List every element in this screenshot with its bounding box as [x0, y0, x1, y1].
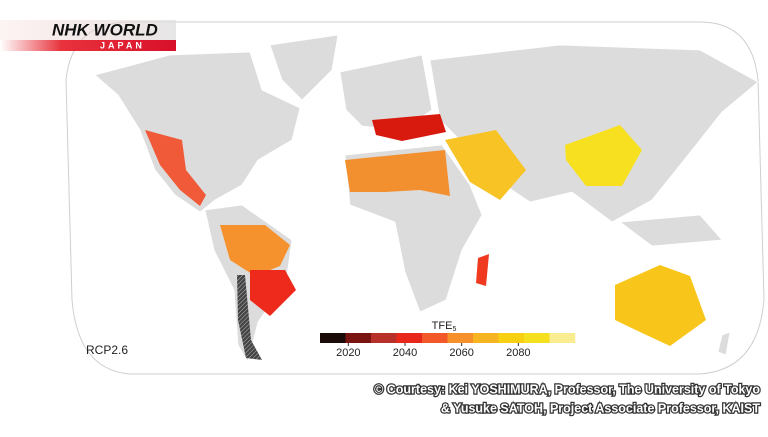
region-la-plata: [250, 270, 296, 316]
legend: 2020 2040 2060 2080: [320, 333, 576, 359]
region-mexico: [145, 130, 206, 206]
legend-swatch: [345, 333, 372, 343]
new-zealand: [717, 331, 731, 356]
north-america: [94, 51, 301, 213]
legend-swatch: [473, 333, 499, 343]
logo-band: [0, 20, 176, 40]
greenland: [269, 34, 339, 101]
credit: © Courtesy: Kei YOSHIMURA, Professor, Th…: [373, 381, 762, 417]
legend-swatch: [396, 333, 423, 343]
legend-swatch: [447, 333, 474, 343]
region-mediterranean: [372, 114, 446, 141]
logo-subtitle: JAPAN: [100, 40, 145, 50]
legend-tick-label: 2080: [506, 347, 530, 359]
legend-tick-label: 2060: [449, 347, 473, 359]
credit-line-1: © Courtesy: Kei YOSHIMURA, Professor, Th…: [374, 382, 760, 396]
legend-swatch: [498, 333, 525, 343]
legend-title-main: TFE: [432, 320, 453, 332]
scenario-label: RCP2.6: [86, 343, 128, 357]
highlighted-regions: [145, 114, 706, 360]
credit-line-2: & Yusuke SATOH, Project Associate Profes…: [441, 401, 760, 415]
legend-swatch: [524, 333, 550, 343]
region-madagascar: [476, 254, 489, 286]
legend-tick-label: 2040: [393, 347, 417, 359]
logo-title: NHK WORLD: [52, 20, 158, 39]
legend-title: TFE5: [432, 320, 457, 333]
logo-red-bar: [0, 40, 176, 51]
region-china: [565, 125, 642, 186]
region-australia: [615, 265, 706, 346]
legend-swatch: [549, 333, 576, 343]
legend-tick-label: 2020: [336, 347, 360, 359]
islands: [618, 214, 723, 247]
legend-swatch: [320, 333, 346, 343]
region-middle-east: [445, 130, 526, 200]
region-amazon: [220, 225, 290, 276]
legend-swatch: [371, 333, 397, 343]
region-chile: [237, 275, 262, 360]
legend-swatch: [422, 333, 448, 343]
region-north-africa: [345, 150, 450, 196]
legend-title-sub: 5: [452, 326, 456, 333]
